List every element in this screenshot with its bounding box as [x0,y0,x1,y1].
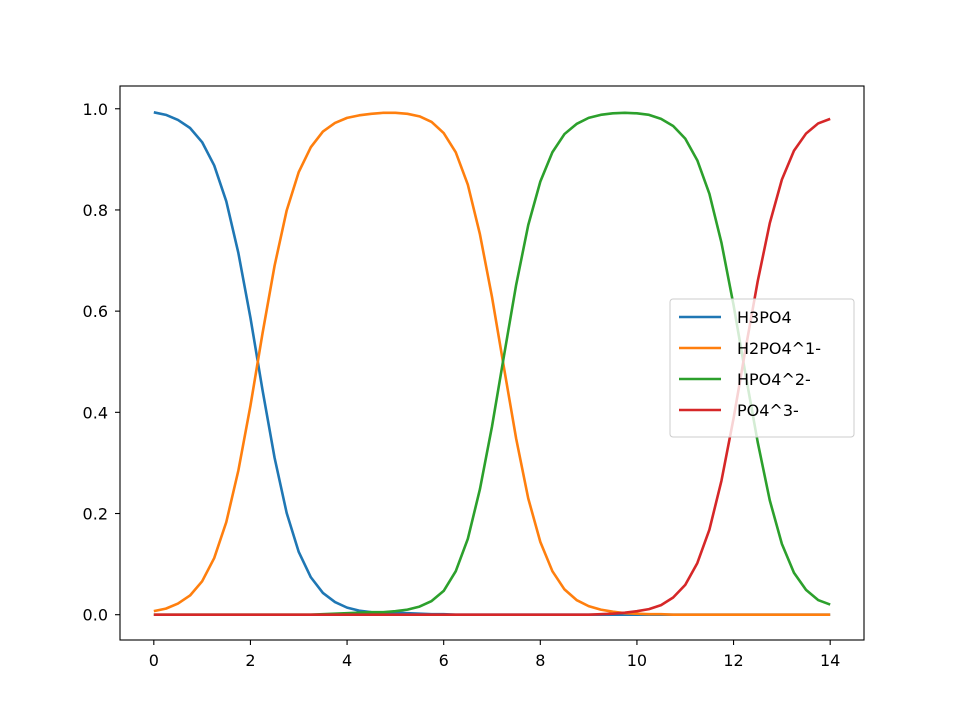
x-tick-label: 0 [149,651,159,670]
y-tick-label: 0.6 [83,302,108,321]
y-axis: 0.0 0.2 0.4 0.6 0.8 1.0 [83,100,120,625]
legend-label: PO4^3- [737,401,799,420]
x-tick-label: 10 [627,651,647,670]
series-line [153,111,831,616]
legend-label: H3PO4 [737,308,792,327]
x-axis: 0 2 4 6 8 10 12 14 [149,640,840,670]
series-line [153,117,831,616]
y-tick-label: 1.0 [83,100,108,119]
y-tick-label: 0.2 [83,505,108,524]
x-tick-label: 12 [723,651,743,670]
y-tick-label: 0.0 [83,606,108,625]
y-tick-label: 0.8 [83,201,108,220]
x-tick-label: 14 [820,651,840,670]
x-tick-label: 4 [342,651,352,670]
y-tick-label: 0.4 [83,403,108,422]
plot-frame [119,85,865,641]
series-layer [153,111,831,616]
x-tick-label: 6 [439,651,449,670]
legend: H3PO4 H2PO4^1- HPO4^2- PO4^3- [669,298,855,438]
legend-box [669,298,855,438]
x-tick-label: 8 [535,651,545,670]
legend-label: HPO4^2- [737,370,811,389]
x-tick-label: 2 [245,651,255,670]
legend-label: H2PO4^1- [737,339,821,358]
